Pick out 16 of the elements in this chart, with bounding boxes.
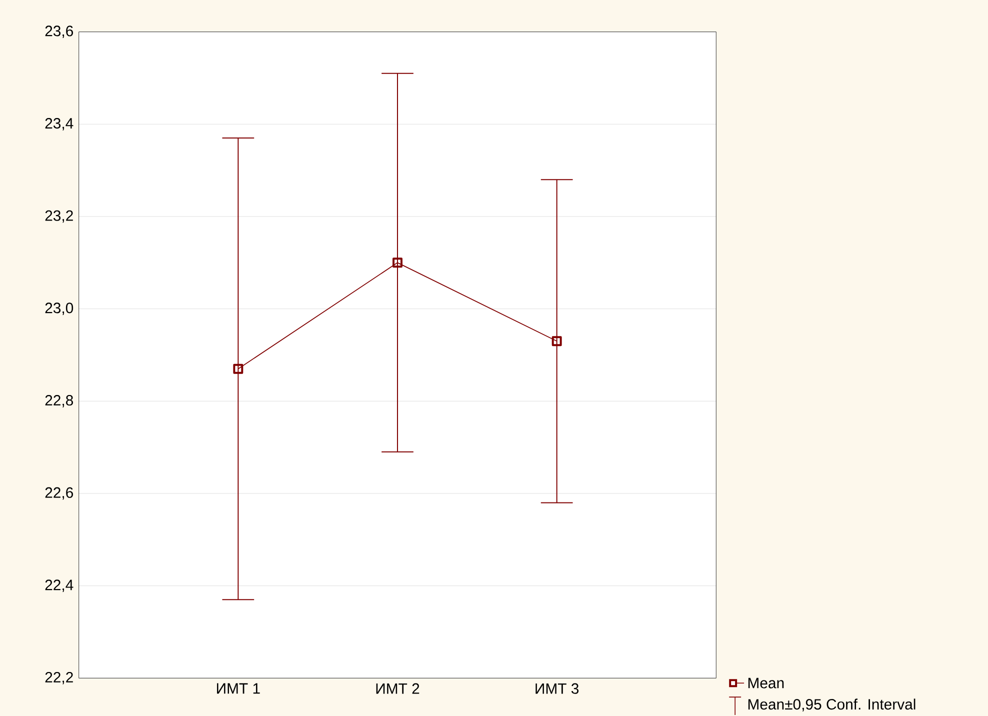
y-tick-label: 22,6 xyxy=(45,487,74,500)
y-tick-label: 22,8 xyxy=(45,394,74,408)
y-tick-label: 22,4 xyxy=(45,580,74,592)
y-tick-label: 23,0 xyxy=(45,302,74,316)
point xyxy=(233,364,244,374)
point xyxy=(392,258,402,268)
text: Mean±0,95 Conf. Interval xyxy=(748,698,916,712)
y-tick-label: 23,4 xyxy=(45,118,74,130)
y-tick-label: 23,6 xyxy=(45,26,74,38)
y-tick-label: 22,2 xyxy=(45,672,73,684)
x-tick-label: ИМТ 3 xyxy=(536,683,579,694)
x-tick-label: ИМТ 2 xyxy=(376,683,420,694)
y-tick-label: 23,2 xyxy=(45,210,73,223)
point xyxy=(552,336,562,346)
legend-label: Mean xyxy=(748,678,784,688)
x-tick-label: ИМТ 1 xyxy=(217,683,260,694)
